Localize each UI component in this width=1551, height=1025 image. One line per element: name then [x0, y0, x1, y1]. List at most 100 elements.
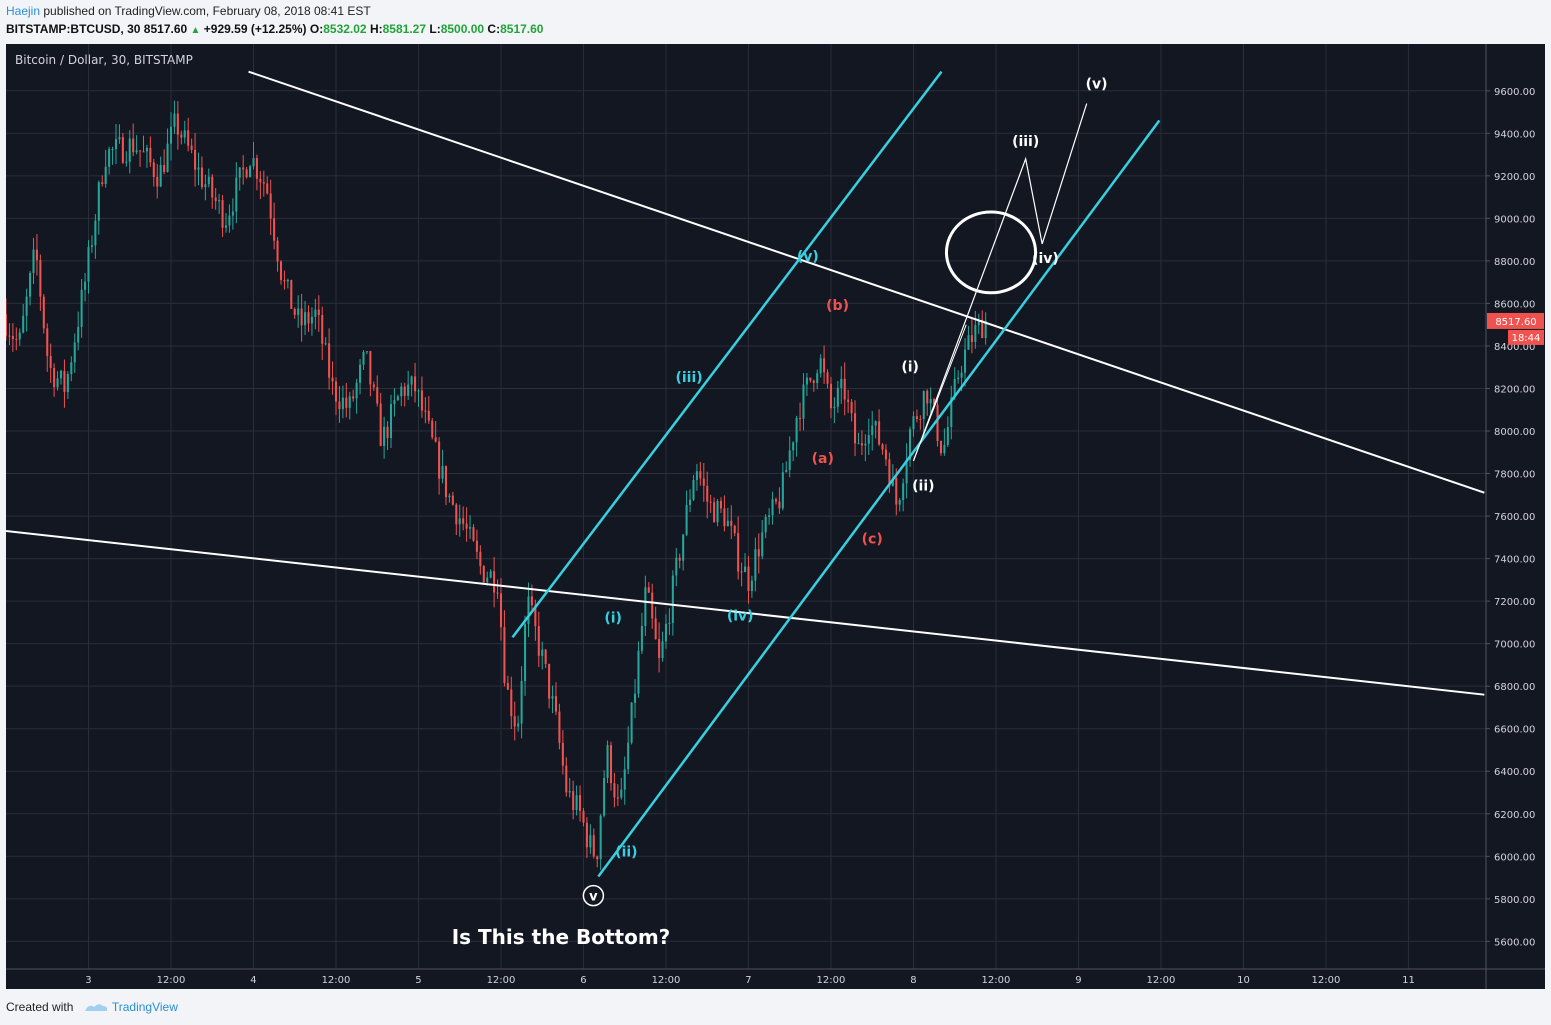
tradingview-link[interactable]: TradingView — [111, 1000, 178, 1014]
candle-body — [159, 165, 162, 187]
wave-label: (ii) — [912, 479, 934, 495]
candle-body — [905, 459, 908, 484]
y-tick-label: 6400.00 — [1494, 767, 1535, 778]
candle-body — [465, 523, 468, 529]
y-tick-label: 8800.00 — [1494, 257, 1535, 268]
candle-body — [403, 386, 406, 396]
candlesticks — [4, 100, 987, 870]
candle-body — [4, 314, 8, 336]
drawings — [5, 70, 1485, 878]
x-tick-label: 9 — [1075, 975, 1081, 986]
candle-body — [128, 138, 131, 162]
candle-body — [654, 618, 657, 640]
wave-label: (iv) — [1032, 251, 1059, 267]
y-tick-label: 5600.00 — [1494, 937, 1535, 948]
candle-body — [252, 158, 255, 167]
candle-body — [850, 402, 853, 414]
candle-body — [469, 527, 472, 529]
x-tick-label: 12:00 — [322, 975, 351, 986]
candle-body — [554, 696, 558, 712]
chart-area[interactable]: (i) (ii) (iii) (iv) (v) (a) (b) (c) (i) (ii) (iii)… — [4, 44, 1545, 989]
candle-body — [644, 587, 647, 627]
x-tick-label: 12:00 — [487, 975, 516, 986]
candle-body — [345, 397, 348, 408]
y-tick-label: 6800.00 — [1494, 682, 1535, 693]
candle-body — [218, 200, 221, 202]
y-tick-label: 7200.00 — [1494, 597, 1535, 608]
countdown-box — [1508, 329, 1544, 345]
candle-body — [80, 289, 83, 328]
candle-body — [884, 449, 888, 460]
candle-body — [156, 177, 159, 187]
candle-body — [568, 791, 571, 793]
x-tick-label: 12:00 — [652, 975, 681, 986]
candle-body — [139, 150, 142, 152]
author-link[interactable]: Haejin — [6, 4, 41, 18]
candle-body — [878, 421, 881, 445]
candle-body — [448, 495, 451, 498]
candle-body — [805, 377, 808, 385]
candle-body — [499, 593, 503, 628]
wave-label: (i) — [604, 610, 622, 626]
price-axis[interactable] — [1486, 44, 1545, 969]
candle-body — [400, 386, 403, 397]
candle-body — [231, 211, 234, 216]
candle-body — [334, 381, 338, 402]
candle-body — [733, 525, 736, 534]
candle-body — [441, 466, 444, 479]
candle-body — [73, 342, 76, 363]
candle-body — [190, 145, 193, 150]
candle-body — [455, 504, 458, 525]
y-tick-label: 8600.00 — [1494, 299, 1535, 310]
candle-body — [355, 382, 358, 399]
candle-body — [912, 416, 915, 430]
high-label: H: — [369, 22, 383, 36]
price-chart[interactable]: (i) (ii) (iii) (iv) (v) (a) (b) (c) (i) (ii) (iii)… — [4, 44, 1545, 989]
candle-body — [70, 362, 73, 375]
low-label: L: — [429, 22, 441, 36]
candle-body — [321, 315, 324, 344]
candle-body — [706, 485, 709, 502]
candle-body — [304, 312, 307, 326]
candle-body — [434, 437, 437, 442]
candle-body — [125, 161, 128, 163]
candle-body — [262, 182, 265, 184]
candle-body — [35, 249, 38, 261]
candle-body — [407, 384, 410, 396]
candle-body — [29, 273, 32, 297]
candle-body — [685, 504, 688, 535]
candle-body — [730, 520, 733, 526]
candle-body — [307, 312, 310, 324]
candle-body — [114, 139, 118, 150]
candle-body — [860, 443, 863, 446]
candle-body — [365, 351, 368, 353]
candle-body — [266, 183, 269, 194]
candle-body — [496, 592, 499, 594]
candle-body — [118, 137, 121, 140]
candle-body — [420, 390, 423, 411]
x-tick-label: 6 — [580, 975, 586, 986]
candle-body — [111, 149, 114, 151]
candle-body — [348, 396, 351, 408]
y-tick-label: 9200.00 — [1494, 172, 1535, 183]
y-tick-label: 8000.00 — [1494, 427, 1535, 438]
candle-body — [183, 130, 186, 138]
candle-body — [245, 169, 248, 178]
candle-body — [606, 745, 609, 778]
candle-body — [286, 279, 289, 282]
candle-body — [352, 396, 355, 399]
candle-body — [840, 378, 843, 388]
candle-body — [716, 500, 719, 523]
candle-body — [152, 162, 155, 178]
y-tick-label: 7600.00 — [1494, 512, 1535, 523]
channel-lower — [597, 119, 1161, 878]
candle-body — [297, 308, 300, 315]
close-label: C: — [487, 22, 501, 36]
candle-body — [561, 742, 564, 766]
candle-body — [417, 390, 420, 392]
candle-body — [53, 367, 56, 388]
candle-body — [194, 149, 197, 170]
candle-body — [963, 349, 967, 373]
candle-body — [575, 795, 578, 811]
candle-body — [479, 551, 482, 567]
